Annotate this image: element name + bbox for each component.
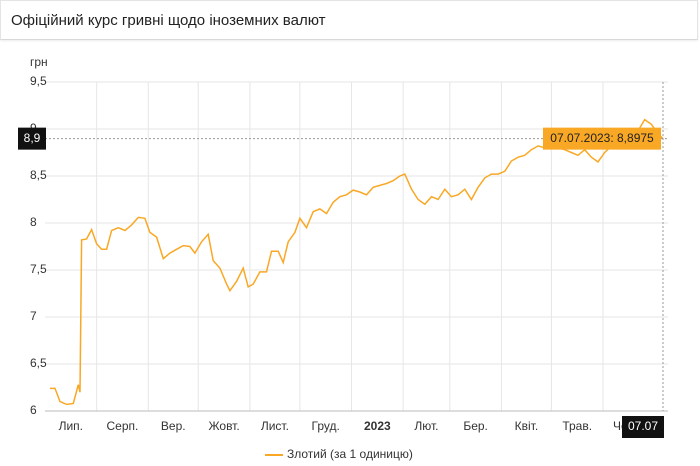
x-tick-label: Лип. xyxy=(59,419,83,433)
y-crosshair-box xyxy=(18,127,46,150)
x-tick-label: Квіт. xyxy=(515,419,539,433)
x-crosshair-box xyxy=(622,416,665,438)
x-tick-label: 2023 xyxy=(364,419,391,433)
header: Офіційний курс гривні щодо іноземних вал… xyxy=(0,0,698,40)
title: Офіційний курс гривні щодо іноземних вал… xyxy=(11,12,326,29)
y-tick-label: 6 xyxy=(30,403,37,417)
x-tick-label: Лют. xyxy=(414,419,438,433)
tooltip-label: 07.07.2023: 8,8975 xyxy=(550,131,654,145)
tooltip-box xyxy=(543,127,661,150)
x-tick-label: Серп. xyxy=(107,419,139,433)
x-tick-label: Жовт. xyxy=(208,419,239,433)
x-crosshair-label: 07.07 xyxy=(628,419,658,433)
x-tick-label: Вер. xyxy=(161,419,186,433)
y-axis-label: грн xyxy=(30,55,48,69)
x-tick-label: Трав. xyxy=(562,419,592,433)
x-tick-label: Груд. xyxy=(312,419,340,433)
y-tick-label: 8 xyxy=(30,215,37,229)
y-tick-label: 6,5 xyxy=(30,356,47,370)
x-tick-label: Бер. xyxy=(463,419,488,433)
line-series xyxy=(50,118,664,406)
y-tick-label: 7,5 xyxy=(30,262,47,276)
y-tick-label: 7 xyxy=(30,309,37,323)
y-tick-label: 9,5 xyxy=(30,74,47,88)
x-tick-label: Лист. xyxy=(261,419,289,433)
y-crosshair-label: 8,9 xyxy=(24,131,41,145)
legend-label: Злотий (за 1 одиницю) xyxy=(287,447,413,461)
y-tick-label: 8,5 xyxy=(30,168,47,182)
